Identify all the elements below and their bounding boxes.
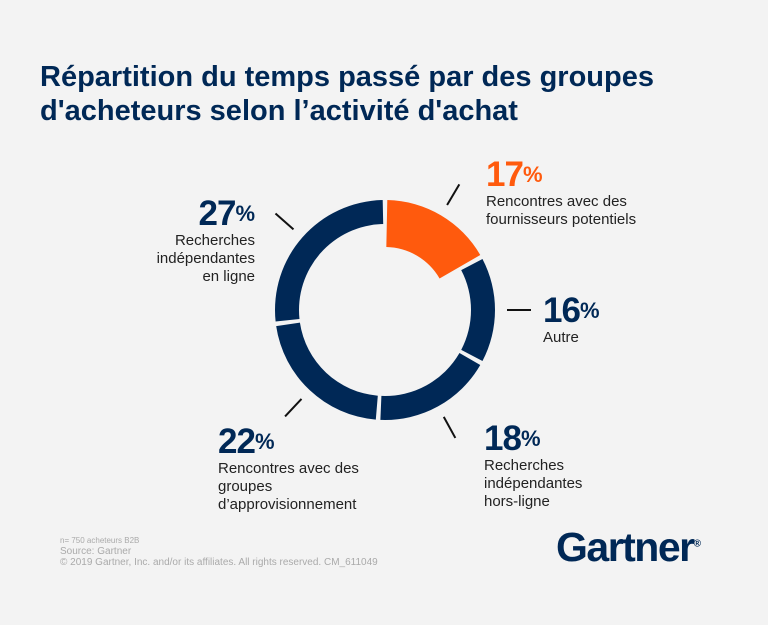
- value-slice-4: 27: [198, 194, 237, 233]
- label-slice-3: 22% Rencontres avec des groupes d’approvi…: [218, 424, 368, 514]
- text-slice-4: Recherches indépendantes en ligne: [156, 232, 255, 285]
- sample-note: n= 750 acheteurs B2B: [60, 536, 140, 545]
- percent-sign: %: [235, 201, 255, 226]
- leader-line-0: [446, 183, 461, 206]
- label-slice-1: 16% Autre: [543, 293, 600, 347]
- text-slice-3: Rencontres avec des groupes d’approvisio…: [218, 460, 359, 513]
- percent-sign: %: [579, 298, 600, 323]
- leader-line-4: [274, 212, 295, 231]
- copyright-note: © 2019 Gartner, Inc. and/or its affiliat…: [60, 557, 378, 568]
- label-slice-2: 18% Recherches indépendantes hors-ligne: [484, 421, 594, 511]
- donut-slice-0: [386, 200, 481, 279]
- label-slice-0: 17% Rencontres avec des fournisseurs pote…: [486, 157, 646, 229]
- leader-line-2: [442, 416, 457, 439]
- footer: n= 750 acheteurs B2B Source: Gartner © 2…: [60, 535, 378, 568]
- donut-slice-4: [275, 200, 384, 322]
- text-slice-1: Autre: [543, 329, 579, 346]
- value-slice-0: 17: [486, 155, 524, 194]
- donut-slice-3: [276, 322, 378, 420]
- gartner-logo: Gartner®: [556, 524, 701, 570]
- value-slice-2: 18: [484, 419, 522, 458]
- chart-title: Répartition du temps passé par des group…: [40, 61, 654, 127]
- label-slice-4: 27% Recherches indépendantes en ligne: [150, 196, 255, 286]
- percent-sign: %: [522, 162, 543, 187]
- leader-line-3: [284, 398, 303, 418]
- text-slice-0: Rencontres avec des fournisseurs potenti…: [486, 193, 637, 228]
- donut-slice-2: [380, 353, 481, 420]
- text-slice-2: Recherches indépendantes hors-ligne: [484, 457, 583, 510]
- source-note: Source: Gartner: [60, 546, 132, 557]
- donut-slice-1: [461, 259, 495, 361]
- value-slice-3: 22: [218, 422, 256, 461]
- logo-text: Gartner: [556, 524, 695, 570]
- value-slice-1: 16: [543, 291, 581, 330]
- percent-sign: %: [254, 429, 275, 454]
- percent-sign: %: [520, 426, 541, 451]
